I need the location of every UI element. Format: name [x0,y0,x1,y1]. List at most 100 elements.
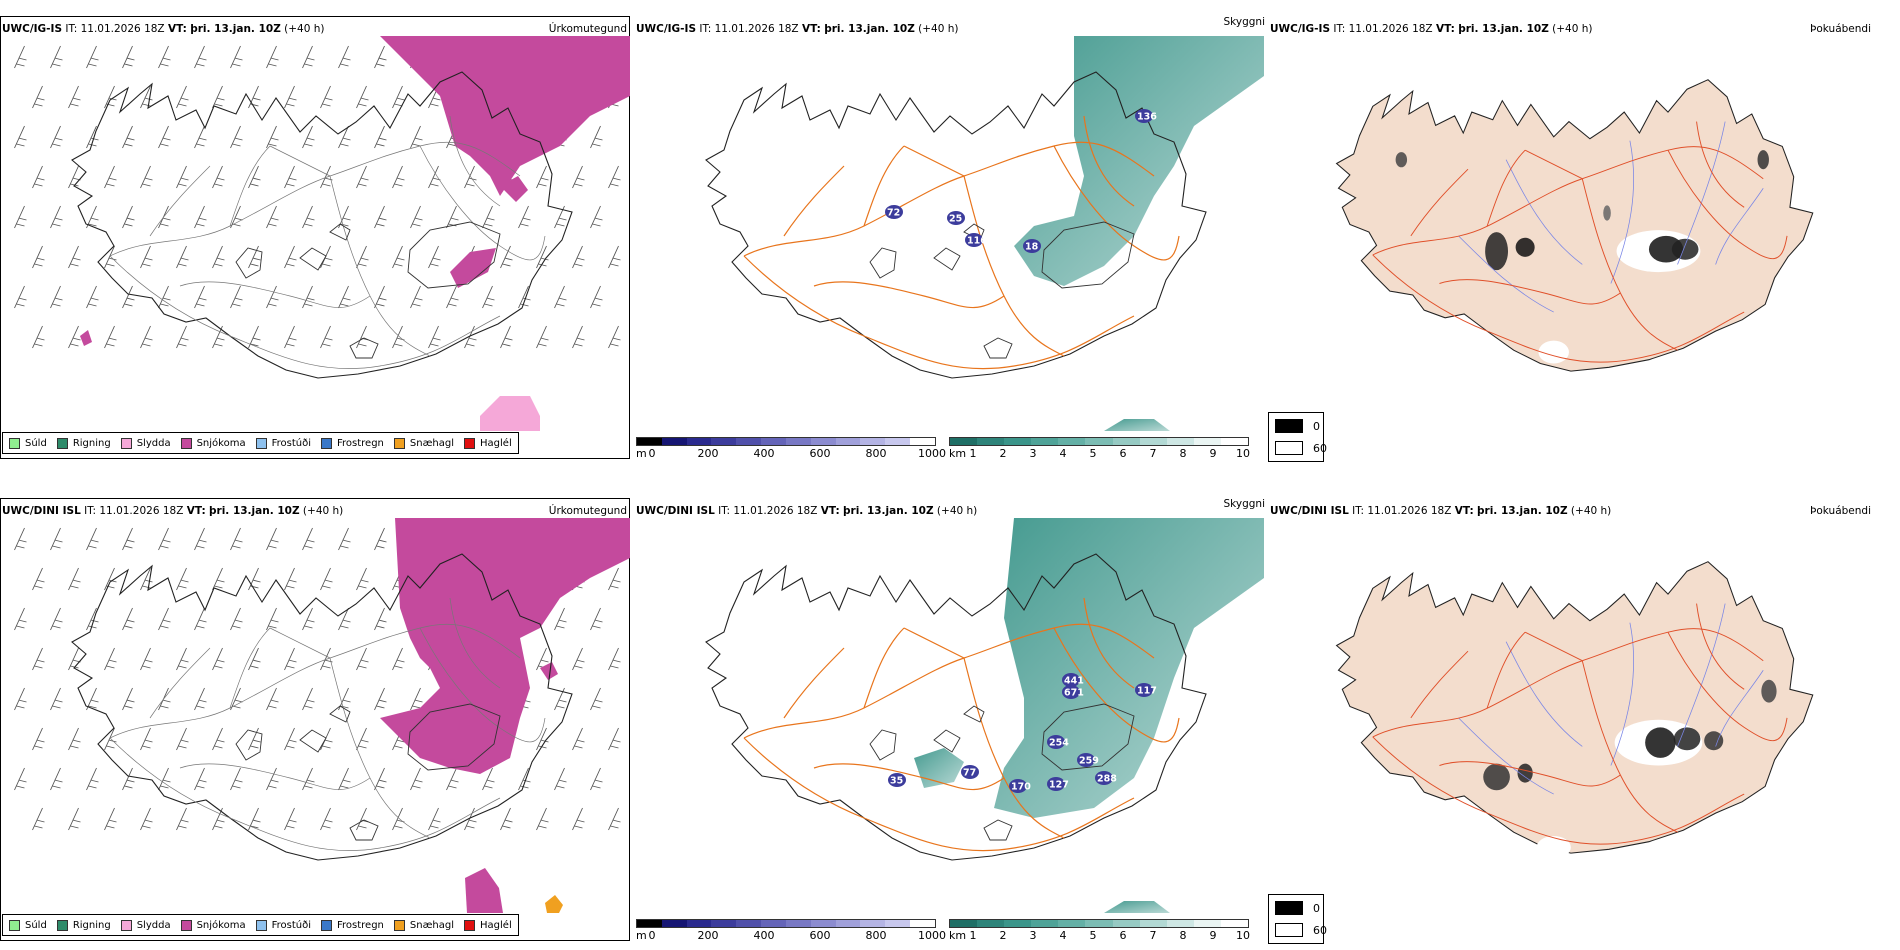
legend-swatch [120,919,132,931]
legend-label: Slydda [136,437,171,449]
road-line [179,281,371,308]
wind-barb [374,285,387,309]
wind-barb [248,165,261,189]
cloud-base-spot [1135,109,1153,123]
glacier-outline [299,247,327,271]
wind-barb [266,45,279,69]
wind-barb [176,727,189,751]
colorbar-segment [1220,438,1249,445]
colorbar-segment [736,438,762,445]
wind-barb [284,647,297,671]
vt-label: VT: [820,505,840,517]
wind-barb [176,807,189,831]
legend-item: Snæhagl [393,437,454,449]
legend-label: Frostregn [337,919,384,931]
colorbar-segment [950,920,978,927]
wind-barb [338,285,351,309]
glacier-outline [869,729,897,761]
fog-map [1335,79,1814,372]
wind-barb [32,245,45,269]
panel-header: UWC/IG-IS IT: 11.01.2026 18Z VT: þri. 13… [636,23,959,35]
road-line [1486,631,1526,709]
precip-map [14,36,630,431]
colorbar-tick: 0 [648,447,656,460]
wind-barb [230,607,243,631]
cloud-base-value: 441 [1064,676,1084,687]
colorbar-tick: 7 [1149,447,1157,460]
legend-swatch [464,437,476,449]
wind-barb [14,45,27,69]
lead-time: (+40 h) [936,505,978,517]
fog-indicator-panel: UWC/DINI ISL IT: 11.01.2026 18Z VT: þri.… [1268,482,1900,942]
wind-barb [140,647,153,671]
roads [109,597,546,851]
wind-barb [608,165,621,189]
glaciers [235,703,501,841]
cloud-base-value: 18 [1025,242,1039,253]
wind-barb [194,687,207,711]
it-label: IT: [84,505,97,517]
fog-legend-swatch [1275,923,1303,937]
colorbar-segment [950,438,978,445]
fog-legend-item: 0 [1275,419,1320,433]
vt-value: þri. 13.jan. 10Z [209,505,300,517]
colorbar-tick: 800 [865,447,887,460]
wind-barb [14,527,27,551]
colorbar-tick: 1000 [918,929,946,942]
wind-barb [122,767,135,791]
vt-value: þri. 13.jan. 10Z [824,23,915,35]
wind-barb [86,527,99,551]
wind-barb [104,647,117,671]
colorbar-tick: 6 [1119,929,1127,942]
colorbar-segment [1193,920,1221,927]
wind-barb [590,205,603,229]
glacier-outline [1041,221,1135,289]
road-line [963,657,1065,839]
fog-map [1335,561,1814,859]
river-line [1505,641,1583,747]
road-line [783,165,845,237]
low-visibility-area [914,748,964,788]
wind-barb [32,85,45,109]
road-line [1524,631,1583,662]
sleet-areas [480,396,540,431]
wind-barb [320,727,333,751]
wind-barb [284,245,297,269]
wind-barb [482,767,495,791]
wind-barb [266,687,279,711]
wind-barb [50,45,63,69]
legend-item: Frostregn [321,919,384,931]
it-label: IT: [65,23,78,35]
wind-barb [608,245,621,269]
snow-areas [80,36,630,346]
wind-barb [302,527,315,551]
wind-barb [212,727,225,751]
wind-barb [158,285,171,309]
road-line [1696,121,1745,208]
wind-barb [608,727,621,751]
wind-barb [158,687,171,711]
road-line [1486,149,1526,227]
wind-barb [302,125,315,149]
legend-swatch [120,437,132,449]
wind-barb [104,165,117,189]
model-name: UWC/DINI ISL [636,505,715,517]
wind-barb [320,85,333,109]
wind-barb [248,567,261,591]
wind-barb [122,125,135,149]
road-line [329,657,431,839]
cloud-base-scale: 0 200 400 600 800 1000 m [636,437,946,463]
vt-label: VT: [1435,23,1455,35]
colorbar-segment [637,438,662,445]
wind-barb [572,325,585,349]
river-line [1677,121,1726,265]
colorbar-tick: 10 [1236,929,1250,942]
precip-type-panel: UWC/DINI ISL IT: 11.01.2026 18Z VT: þri.… [0,482,633,942]
it-label: IT: [1333,23,1346,35]
colorbar-segment [885,920,911,927]
wind-barb [392,647,405,671]
glacier-outline [983,337,1013,359]
road-line [449,115,501,207]
wind-barb [176,85,189,109]
wind-barb [338,45,351,69]
